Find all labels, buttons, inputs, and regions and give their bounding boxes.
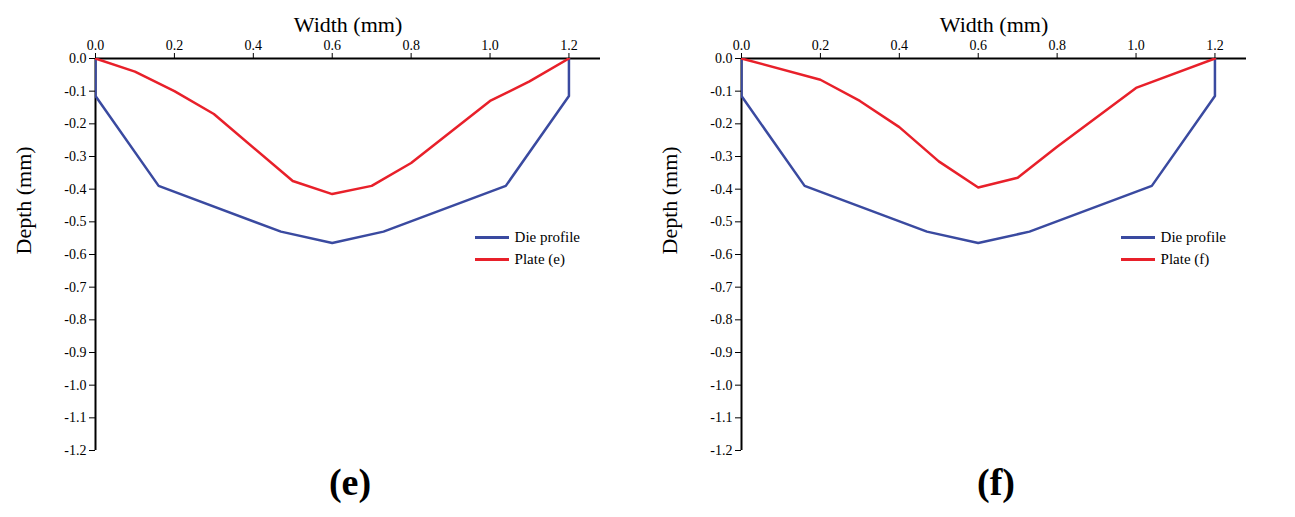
svg-text:-0.2: -0.2: [710, 116, 732, 131]
svg-text:1.2: 1.2: [1206, 38, 1224, 53]
svg-text:-1.2: -1.2: [64, 443, 86, 458]
svg-text:-0.9: -0.9: [710, 345, 732, 360]
svg-text:-1.1: -1.1: [64, 410, 86, 425]
svg-text:0.8: 0.8: [1048, 38, 1066, 53]
svg-text:0.8: 0.8: [402, 38, 420, 53]
html-text:Die profile: Die profile: [514, 229, 580, 245]
svg-text:-1.2: -1.2: [710, 443, 732, 458]
svg-text:-0.6: -0.6: [710, 247, 732, 262]
svg-text:0.2: 0.2: [812, 38, 830, 53]
svg-text:Width (mm): Width (mm): [940, 12, 1049, 37]
svg-text:0.0: 0.0: [715, 51, 733, 66]
svg-text:Width (mm): Width (mm): [294, 12, 403, 37]
svg-text:0.6: 0.6: [969, 38, 987, 53]
svg-text:0.0: 0.0: [69, 51, 87, 66]
svg-text:-0.8: -0.8: [64, 312, 86, 327]
svg-text:1.0: 1.0: [1127, 38, 1145, 53]
svg-text:0.2: 0.2: [166, 38, 184, 53]
html-text:(f): (f): [977, 461, 1015, 503]
svg-text:-0.9: -0.9: [64, 345, 86, 360]
svg-text:-0.4: -0.4: [64, 182, 86, 197]
svg-text:Depth (mm): Depth (mm): [657, 146, 682, 254]
svg-text:-0.2: -0.2: [64, 116, 86, 131]
svg-text:1.2: 1.2: [560, 38, 578, 53]
html-text:(e): (e): [328, 461, 372, 503]
svg-text:-0.8: -0.8: [710, 312, 732, 327]
svg-text:-1.0: -1.0: [710, 378, 732, 393]
svg-text:0.0: 0.0: [87, 38, 105, 53]
svg-text:0.4: 0.4: [245, 38, 263, 53]
svg-text:-0.5: -0.5: [710, 214, 732, 229]
svg-text:-0.1: -0.1: [64, 84, 86, 99]
svg-text:-1.0: -1.0: [64, 378, 86, 393]
html-text:Plate (e): Plate (e): [514, 251, 565, 267]
svg-text:-0.7: -0.7: [64, 280, 86, 295]
svg-text:0.4: 0.4: [891, 38, 909, 53]
svg-text:-0.4: -0.4: [710, 182, 732, 197]
svg-text:1.0: 1.0: [481, 38, 499, 53]
svg-text:Depth (mm): Depth (mm): [11, 146, 36, 254]
svg-text:0.6: 0.6: [323, 38, 341, 53]
svg-text:-0.6: -0.6: [64, 247, 86, 262]
svg-text:-0.7: -0.7: [710, 280, 732, 295]
svg-text:-0.3: -0.3: [64, 149, 86, 164]
html-text:Die profile: Die profile: [1160, 229, 1226, 245]
svg-text:-0.5: -0.5: [64, 214, 86, 229]
svg-text:-0.3: -0.3: [710, 149, 732, 164]
svg-text:-1.1: -1.1: [710, 410, 732, 425]
svg-text:0.0: 0.0: [733, 38, 751, 53]
svg-text:-0.1: -0.1: [710, 84, 732, 99]
html-text:Plate (f): Plate (f): [1160, 251, 1210, 267]
